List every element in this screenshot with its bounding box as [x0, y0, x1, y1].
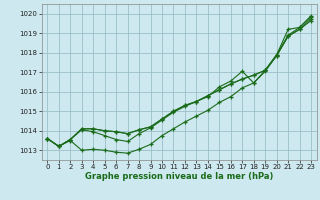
X-axis label: Graphe pression niveau de la mer (hPa): Graphe pression niveau de la mer (hPa) [85, 172, 273, 181]
